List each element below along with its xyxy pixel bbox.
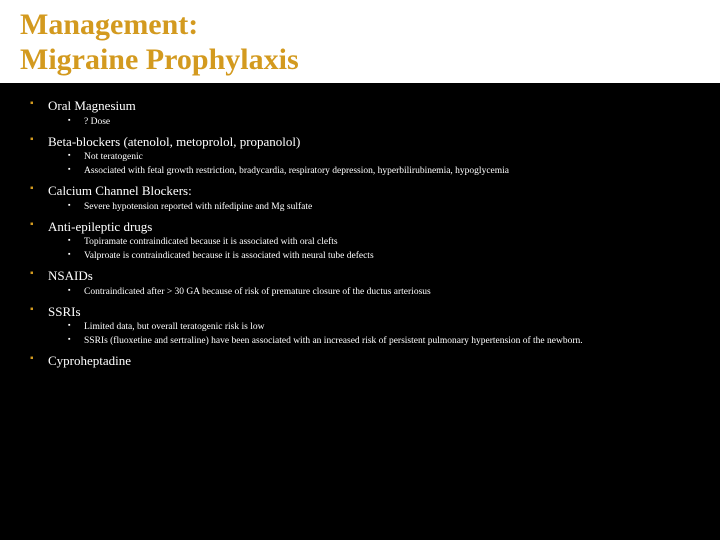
list-item: Oral Magnesium ? Dose bbox=[30, 97, 710, 129]
sub-item: Associated with fetal growth restriction… bbox=[68, 165, 710, 178]
title-line-2: Migraine Prophylaxis bbox=[20, 43, 299, 76]
sub-item: ? Dose bbox=[68, 116, 710, 129]
item-label: Beta-blockers (atenolol, metoprolol, pro… bbox=[48, 134, 300, 149]
slide-content: Oral Magnesium ? Dose Beta-blockers (ate… bbox=[0, 85, 720, 382]
sub-list: Limited data, but overall teratogenic ri… bbox=[68, 321, 710, 348]
sub-item: Topiramate contraindicated because it is… bbox=[68, 236, 710, 249]
sub-list: Not teratogenic Associated with fetal gr… bbox=[68, 151, 710, 178]
sub-item: Severe hypotension reported with nifedip… bbox=[68, 201, 710, 214]
sub-list: Contraindicated after > 30 GA because of… bbox=[68, 286, 710, 299]
sub-list: Topiramate contraindicated because it is… bbox=[68, 236, 710, 263]
sub-item: SSRIs (fluoxetine and sertraline) have b… bbox=[68, 335, 710, 348]
list-item: Calcium Channel Blockers: Severe hypoten… bbox=[30, 182, 710, 214]
sub-item: Not teratogenic bbox=[68, 151, 710, 164]
sub-item: Limited data, but overall teratogenic ri… bbox=[68, 321, 710, 334]
item-label: Calcium Channel Blockers: bbox=[48, 183, 192, 198]
item-label: Anti-epileptic drugs bbox=[48, 219, 152, 234]
sub-list: Severe hypotension reported with nifedip… bbox=[68, 201, 710, 214]
sub-list: ? Dose bbox=[68, 116, 710, 129]
sub-item: Valproate is contraindicated because it … bbox=[68, 250, 710, 263]
list-item: SSRIs Limited data, but overall teratoge… bbox=[30, 303, 710, 348]
slide-header: Management: Migraine Prophylaxis bbox=[0, 0, 720, 85]
item-label: Oral Magnesium bbox=[48, 98, 136, 113]
topic-list: Oral Magnesium ? Dose Beta-blockers (ate… bbox=[30, 97, 710, 370]
sub-item: Contraindicated after > 30 GA because of… bbox=[68, 286, 710, 299]
slide-title: Management: Migraine Prophylaxis bbox=[20, 8, 700, 77]
item-label: NSAIDs bbox=[48, 268, 93, 283]
list-item: Beta-blockers (atenolol, metoprolol, pro… bbox=[30, 133, 710, 178]
list-item: Anti-epileptic drugs Topiramate contrain… bbox=[30, 218, 710, 263]
title-line-1: Management: bbox=[20, 8, 198, 41]
item-label: SSRIs bbox=[48, 304, 81, 319]
item-label: Cyproheptadine bbox=[48, 353, 131, 368]
list-item: Cyproheptadine bbox=[30, 352, 710, 370]
list-item: NSAIDs Contraindicated after > 30 GA bec… bbox=[30, 267, 710, 299]
